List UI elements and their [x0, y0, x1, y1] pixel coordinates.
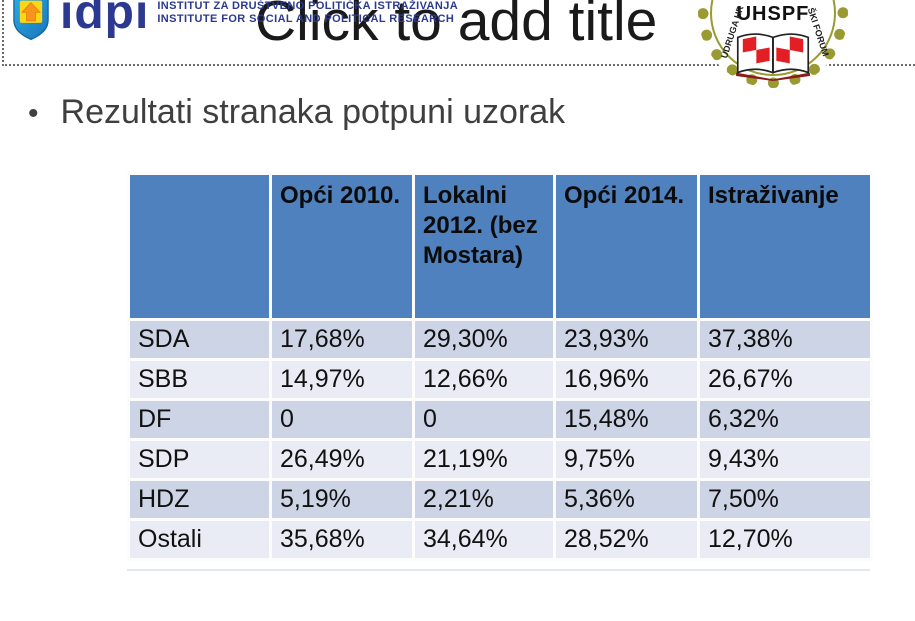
title-placeholder[interactable] [2, 0, 915, 66]
table-header-row: Opći 2010. Lokalni 2012. (bez Mostara) O… [127, 172, 873, 321]
header-cell-blank [127, 172, 272, 321]
row-value: 6,32% [697, 398, 873, 441]
row-value: 0 [269, 398, 415, 441]
bullet-icon: • [28, 97, 39, 130]
row-label: HDZ [127, 478, 272, 521]
table-row[interactable]: SBB 14,97% 12,66% 16,96% 26,67% [127, 358, 873, 401]
row-value: 12,66% [412, 358, 556, 401]
table-row[interactable]: SDP 26,49% 21,19% 9,75% 9,43% [127, 438, 873, 481]
table-row[interactable]: Ostali 35,68% 34,64% 28,52% 12,70% [127, 518, 873, 561]
idpi-shield-icon [13, 0, 49, 40]
institute-name-hr: INSTITUT ZA DRUŠTVENO POLITIČKA ISTRAŽIV… [157, 0, 459, 12]
table-row[interactable]: HDZ 5,19% 2,21% 5,36% 7,50% [127, 478, 873, 521]
row-value: 35,68% [269, 518, 415, 561]
row-value: 14,97% [269, 358, 415, 401]
row-value: 28,52% [553, 518, 700, 561]
header-cell-opci-2014: Opći 2014. [553, 172, 700, 321]
row-label: SBB [127, 358, 272, 401]
row-value: 26,49% [269, 438, 415, 481]
row-value: 5,19% [269, 478, 415, 521]
results-table[interactable]: Opći 2010. Lokalni 2012. (bez Mostara) O… [127, 172, 873, 561]
results-table-wrap: Opći 2010. Lokalni 2012. (bez Mostara) O… [127, 172, 873, 571]
row-value: 29,30% [412, 318, 556, 361]
badge-acronym: UHSPF [736, 3, 810, 25]
slide-title-text[interactable]: Click to add title [255, 0, 658, 53]
row-value: 9,75% [553, 438, 700, 481]
row-value: 5,36% [553, 478, 700, 521]
row-value: 34,64% [412, 518, 556, 561]
idpi-logo-text: idpi [60, 0, 150, 39]
table-row[interactable]: SDA 17,68% 29,30% 23,93% 37,38% [127, 318, 873, 361]
row-value: 17,68% [269, 318, 415, 361]
bullet-item: • Rezultati stranaka potpuni uzorak [28, 93, 565, 132]
uhspf-badge: UHSPF UDRUGA HR ŠKI FORUM [698, 0, 848, 88]
header-cell-opci-2010: Opći 2010. [269, 172, 415, 321]
row-value: 37,38% [697, 318, 873, 361]
bullet-text: Rezultati stranaka potpuni uzorak [60, 93, 566, 131]
table-row[interactable]: DF 0 0 15,48% 6,32% [127, 398, 873, 441]
row-value: 26,67% [697, 358, 873, 401]
header-cell-lokalni-2012: Lokalni 2012. (bez Mostara) [412, 172, 556, 321]
row-value: 0 [412, 398, 556, 441]
row-value: 7,50% [697, 478, 873, 521]
institute-name-en: INSTITUTE FOR SOCIAL AND POLITICAL RESEA… [157, 12, 455, 25]
row-value: 15,48% [553, 398, 700, 441]
row-value: 16,96% [553, 358, 700, 401]
row-value: 12,70% [697, 518, 873, 561]
row-value: 21,19% [412, 438, 556, 481]
row-label: SDP [127, 438, 272, 481]
row-value: 2,21% [412, 478, 556, 521]
header-cell-istrazivanje: Istraživanje [697, 172, 873, 321]
idpi-logo: idpi INSTITUT ZA DRUŠTVENO POLITIČKA IST… [6, 0, 458, 40]
open-book-icon [736, 33, 810, 81]
row-label: SDA [127, 318, 272, 361]
row-value: 23,93% [553, 318, 700, 361]
row-label: Ostali [127, 518, 272, 561]
table-body: SDA 17,68% 29,30% 23,93% 37,38% SBB 14,9… [127, 318, 873, 561]
row-label: DF [127, 398, 272, 441]
row-value: 9,43% [697, 438, 873, 481]
